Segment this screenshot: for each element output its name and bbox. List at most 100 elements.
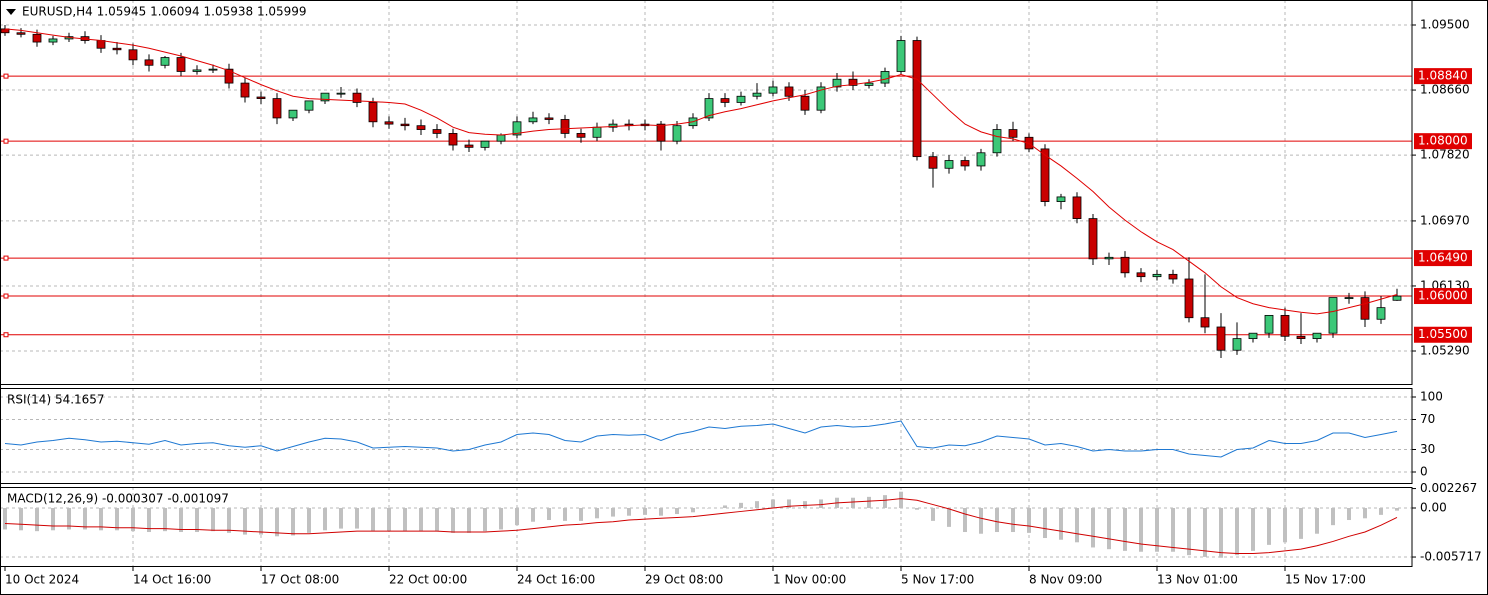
macd-bar bbox=[675, 508, 679, 515]
candle-body bbox=[992, 129, 1002, 154]
candle-body bbox=[1264, 314, 1274, 334]
macd-bar bbox=[1251, 508, 1255, 551]
macd-bar bbox=[995, 508, 999, 533]
y-tick-label: 0.002267 bbox=[1420, 481, 1477, 495]
candle-body bbox=[832, 78, 842, 88]
level-marker bbox=[3, 293, 9, 299]
macd-bar bbox=[979, 508, 983, 534]
candle-body bbox=[400, 123, 410, 127]
candle-body bbox=[256, 96, 266, 99]
x-tick-label: 17 Oct 08:00 bbox=[261, 573, 339, 587]
macd-bar bbox=[99, 508, 103, 531]
macd-bar bbox=[819, 499, 823, 509]
candle-body bbox=[1312, 332, 1322, 340]
macd-bar bbox=[771, 499, 775, 509]
candle-body bbox=[176, 57, 186, 72]
candle-body bbox=[880, 71, 890, 84]
macd-bar bbox=[19, 508, 23, 531]
panel-title: EURUSD,H4 1.05945 1.06094 1.05938 1.0599… bbox=[22, 5, 307, 19]
y-tick-label: 0.00 bbox=[1420, 501, 1447, 515]
macd-bar bbox=[131, 508, 135, 532]
macd-bar bbox=[1347, 508, 1351, 521]
candle-body bbox=[384, 121, 394, 125]
candle-body bbox=[32, 33, 42, 43]
macd-bar bbox=[755, 501, 759, 509]
candle-body bbox=[352, 92, 362, 103]
macd-bar bbox=[51, 508, 55, 531]
macd-bar bbox=[387, 508, 391, 532]
candle-body bbox=[544, 117, 554, 120]
candle-body bbox=[192, 69, 202, 72]
candle-body bbox=[896, 40, 906, 72]
macd-bar bbox=[1379, 508, 1383, 515]
macd-bar bbox=[419, 508, 423, 532]
macd-bar bbox=[275, 508, 279, 537]
macd-bar bbox=[515, 508, 519, 526]
macd-bar bbox=[563, 508, 567, 521]
macd-bar bbox=[1235, 508, 1239, 556]
candle-body bbox=[1088, 218, 1098, 260]
macd-bar bbox=[35, 508, 39, 532]
rsi-line bbox=[4, 420, 1398, 458]
macd-bar bbox=[915, 508, 919, 510]
candle-body bbox=[592, 126, 602, 138]
macd-bar bbox=[531, 508, 535, 522]
level-label-box bbox=[1414, 250, 1472, 267]
macd-bar bbox=[403, 508, 407, 532]
candle-body bbox=[768, 86, 778, 94]
signal-line bbox=[4, 498, 1398, 554]
y-tick-label: 1.05290 bbox=[1420, 344, 1470, 358]
macd-bar bbox=[1315, 508, 1319, 534]
candle-body bbox=[816, 86, 826, 111]
macd-bar bbox=[451, 508, 455, 533]
macd-bar bbox=[1171, 508, 1175, 552]
x-tick-label: 15 Nov 17:00 bbox=[1285, 573, 1366, 587]
candle-body bbox=[1120, 256, 1130, 274]
x-tick-label: 5 Nov 17:00 bbox=[901, 573, 974, 587]
x-tick-label: 8 Nov 09:00 bbox=[1029, 573, 1102, 587]
candle-body bbox=[656, 123, 666, 142]
macd-bar bbox=[467, 508, 471, 533]
macd-bar bbox=[739, 502, 743, 509]
candle-body bbox=[240, 82, 250, 98]
macd-bar bbox=[803, 501, 807, 509]
level-label: 1.05500 bbox=[1418, 327, 1468, 341]
x-tick-label: 29 Oct 08:00 bbox=[645, 573, 723, 587]
macd-bar bbox=[1075, 508, 1079, 543]
macd-bar bbox=[243, 508, 247, 535]
candle-body bbox=[480, 140, 490, 148]
candle-body bbox=[368, 102, 378, 123]
level-label: 1.08840 bbox=[1418, 69, 1468, 83]
candle-body bbox=[1296, 335, 1306, 340]
macd-bar bbox=[1043, 508, 1047, 539]
macd-bar bbox=[227, 508, 231, 533]
candle-body bbox=[560, 119, 570, 134]
candle-body bbox=[224, 68, 234, 84]
candle-body bbox=[528, 117, 538, 123]
candle-body bbox=[1232, 338, 1242, 351]
macd-bar bbox=[659, 508, 663, 516]
macd-bar bbox=[483, 508, 487, 532]
x-tick-label: 14 Oct 16:00 bbox=[133, 573, 211, 587]
candle-body bbox=[1248, 332, 1258, 340]
macd-bar bbox=[851, 497, 855, 509]
macd-bar bbox=[323, 508, 327, 531]
candle-body bbox=[960, 160, 970, 167]
candle-body bbox=[464, 144, 474, 148]
candle-body bbox=[848, 78, 858, 86]
y-tick-label: 1.07820 bbox=[1420, 148, 1470, 162]
level-label: 1.08000 bbox=[1418, 134, 1468, 148]
candle-body bbox=[752, 92, 762, 97]
candle-body bbox=[864, 82, 874, 86]
candle-body bbox=[1344, 297, 1354, 299]
macd-bar bbox=[307, 508, 311, 533]
candle-body bbox=[1008, 129, 1018, 138]
macd-bar bbox=[355, 508, 359, 529]
candle-body bbox=[1072, 196, 1082, 219]
level-label-box bbox=[1414, 288, 1472, 305]
moving-average bbox=[4, 28, 1398, 315]
macd-bar bbox=[1139, 508, 1143, 552]
macd-bar bbox=[643, 508, 647, 515]
candle-body bbox=[416, 125, 426, 130]
